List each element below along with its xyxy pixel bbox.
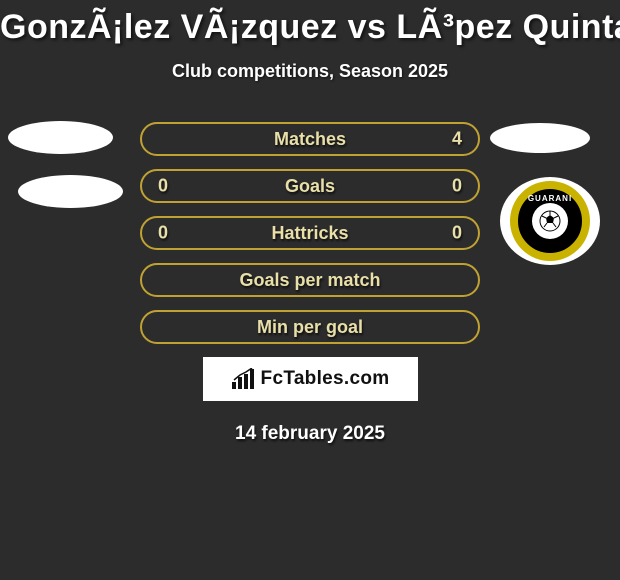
stat-label: Min per goal: [257, 317, 363, 338]
chart-icon: [231, 368, 257, 390]
subtitle: Club competitions, Season 2025: [0, 61, 620, 82]
stat-label: Matches: [274, 129, 346, 150]
page-root: GonzÃ¡lez VÃ¡zquez vs LÃ³pez Quintana Cl…: [0, 0, 620, 580]
stat-left-value: 0: [158, 176, 168, 197]
stat-right-value: 0: [452, 176, 462, 197]
club-badge: GUARANI: [500, 177, 600, 265]
player2-avatar-placeholder: [490, 123, 590, 153]
brand-box: FcTables.com: [203, 357, 418, 401]
stat-left-value: 0: [158, 223, 168, 244]
stat-label: Goals: [285, 176, 335, 197]
stat-right-value: 4: [452, 129, 462, 150]
stat-row-hattricks: 0 Hattricks 0: [140, 216, 480, 250]
football-icon: [539, 210, 561, 232]
club-badge-inner: [532, 203, 568, 239]
page-title: GonzÃ¡lez VÃ¡zquez vs LÃ³pez Quintana: [0, 0, 620, 47]
stat-label: Hattricks: [271, 223, 348, 244]
stat-right-value: 0: [452, 223, 462, 244]
player1-avatar-placeholder-top: [8, 121, 113, 154]
stat-row-min-per-goal: Min per goal: [140, 310, 480, 344]
stat-row-goals-per-match: Goals per match: [140, 263, 480, 297]
brand-text: FcTables.com: [261, 368, 390, 390]
player1-avatar-placeholder-bottom: [18, 175, 123, 208]
club-badge-text: GUARANI: [518, 194, 582, 203]
date: 14 february 2025: [0, 423, 620, 445]
stat-label: Goals per match: [239, 270, 380, 291]
stat-row-goals: 0 Goals 0: [140, 169, 480, 203]
stat-row-matches: Matches 4: [140, 122, 480, 156]
club-badge-ring: GUARANI: [510, 181, 590, 261]
